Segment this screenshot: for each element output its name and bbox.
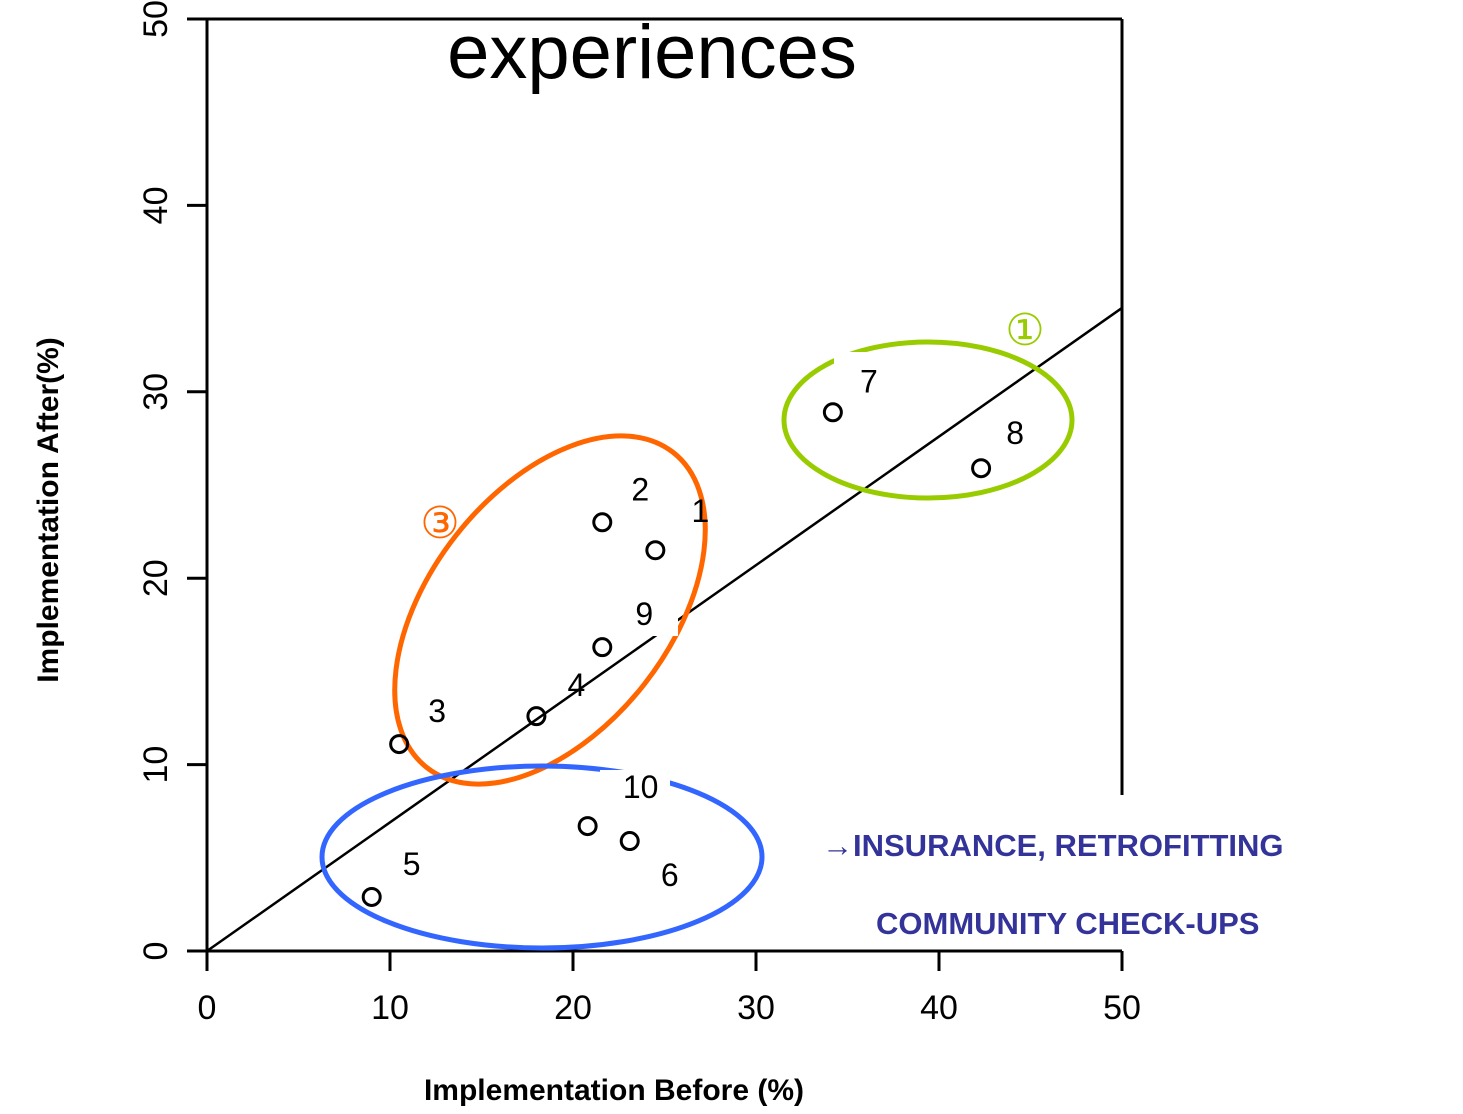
data-point-label-8: 8 — [1006, 415, 1024, 451]
x-tick-label: 50 — [1103, 989, 1141, 1027]
data-point-label-6: 6 — [661, 857, 679, 893]
data-point-label-7: 7 — [860, 363, 878, 399]
x-tick-label: 20 — [554, 989, 592, 1027]
data-point-6 — [619, 831, 640, 852]
x-tick-label: 30 — [737, 989, 775, 1027]
x-tick-label: 40 — [920, 989, 958, 1027]
y-tick-label: 0 — [137, 942, 175, 961]
data-point-4 — [526, 706, 547, 727]
data-point-8 — [971, 458, 992, 479]
y-axis-title: Implementation After(%) — [32, 337, 65, 683]
data-point-2 — [592, 512, 613, 533]
axis-ticks: 0 10 20 30 40 50 0 10 20 30 40 50 — [137, 0, 1141, 1027]
annotation-insurance: →INSURANCE, RETROFITTING — [822, 828, 1284, 863]
data-points: 1 2 3 4 5 6 7 8 9 10 — [361, 363, 1024, 907]
y-tick-label: 40 — [137, 186, 175, 224]
data-point-label-4: 4 — [568, 667, 586, 703]
data-point-label-1: 1 — [691, 493, 709, 529]
data-point-label-10: 10 — [623, 769, 659, 805]
group-label-1: ① — [1005, 305, 1044, 356]
x-tick-label: 0 — [198, 989, 217, 1027]
data-point-1 — [645, 540, 666, 561]
data-point-7 — [822, 402, 843, 423]
data-point-5 — [361, 886, 382, 907]
group-ellipse-1 — [781, 339, 1075, 501]
annotation-community: COMMUNITY CHECK-UPS — [876, 906, 1260, 941]
x-tick-label: 10 — [371, 989, 409, 1027]
chart-title: experiences — [447, 10, 857, 95]
y-tick-label: 20 — [137, 559, 175, 597]
data-point-label-9: 9 — [635, 596, 653, 632]
data-point-3 — [389, 734, 410, 755]
data-point-label-5: 5 — [403, 846, 421, 882]
data-point-10 — [577, 816, 598, 837]
label-masks — [600, 352, 884, 816]
y-tick-label: 50 — [137, 0, 175, 38]
data-point-9 — [592, 637, 613, 658]
group-ellipse-3 — [392, 433, 708, 787]
data-point-label-2: 2 — [631, 471, 649, 507]
data-point-label-3: 3 — [428, 693, 446, 729]
y-tick-label: 10 — [137, 746, 175, 784]
group-ellipses — [319, 339, 1075, 951]
group-ellipse-blue — [319, 763, 765, 951]
x-axis-title: Implementation Before (%) — [424, 1074, 804, 1107]
y-tick-label: 30 — [137, 373, 175, 411]
group-label-3: ③ — [420, 498, 459, 549]
